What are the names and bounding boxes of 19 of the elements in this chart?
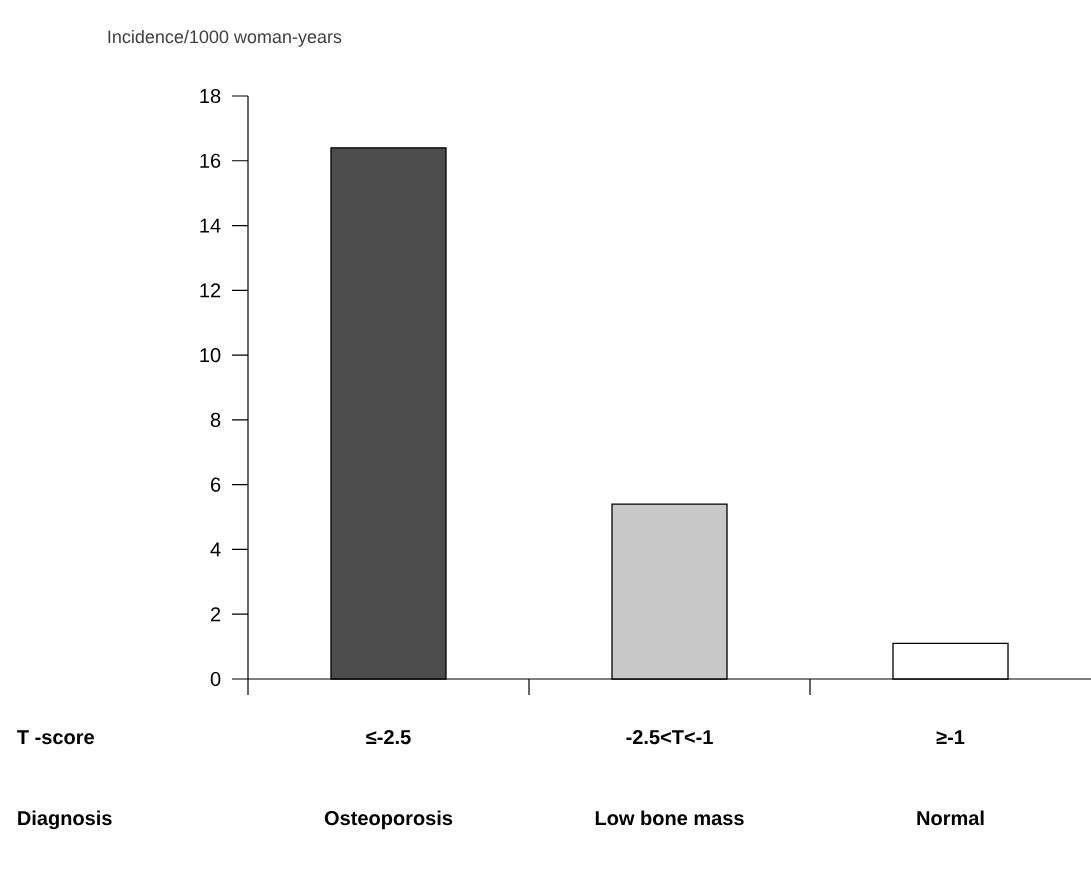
x-axis-title: Diagnosis [18, 810, 112, 830]
text: -2.5<T<-1 [626, 730, 713, 745]
x-tick-label: Low bone mass [595, 810, 744, 826]
y-tick-label: 18 [200, 88, 221, 104]
y-tick-label: 16 [200, 153, 221, 168]
y-tick-label: 6 [211, 477, 221, 492]
text: ≤-2.5 [366, 730, 411, 745]
x-tick-label: Osteoporosis [324, 810, 453, 830]
y-tick-label: 8 [210, 412, 221, 427]
y-axis-title: Incidence/1000 woman-years [108, 29, 342, 47]
y-tick-label: 10 [200, 348, 221, 363]
y-tick-label: 0 [210, 671, 221, 687]
x-tick-label: Normal [917, 810, 984, 826]
y-tick-label: 2 [211, 607, 221, 622]
y-tick-label: 14 [200, 218, 221, 233]
text: ≥-1 [936, 730, 965, 744]
text: T -score [17, 730, 94, 745]
y-tick-label: 12 [200, 283, 221, 298]
y-tick-label: 4 [210, 542, 221, 557]
